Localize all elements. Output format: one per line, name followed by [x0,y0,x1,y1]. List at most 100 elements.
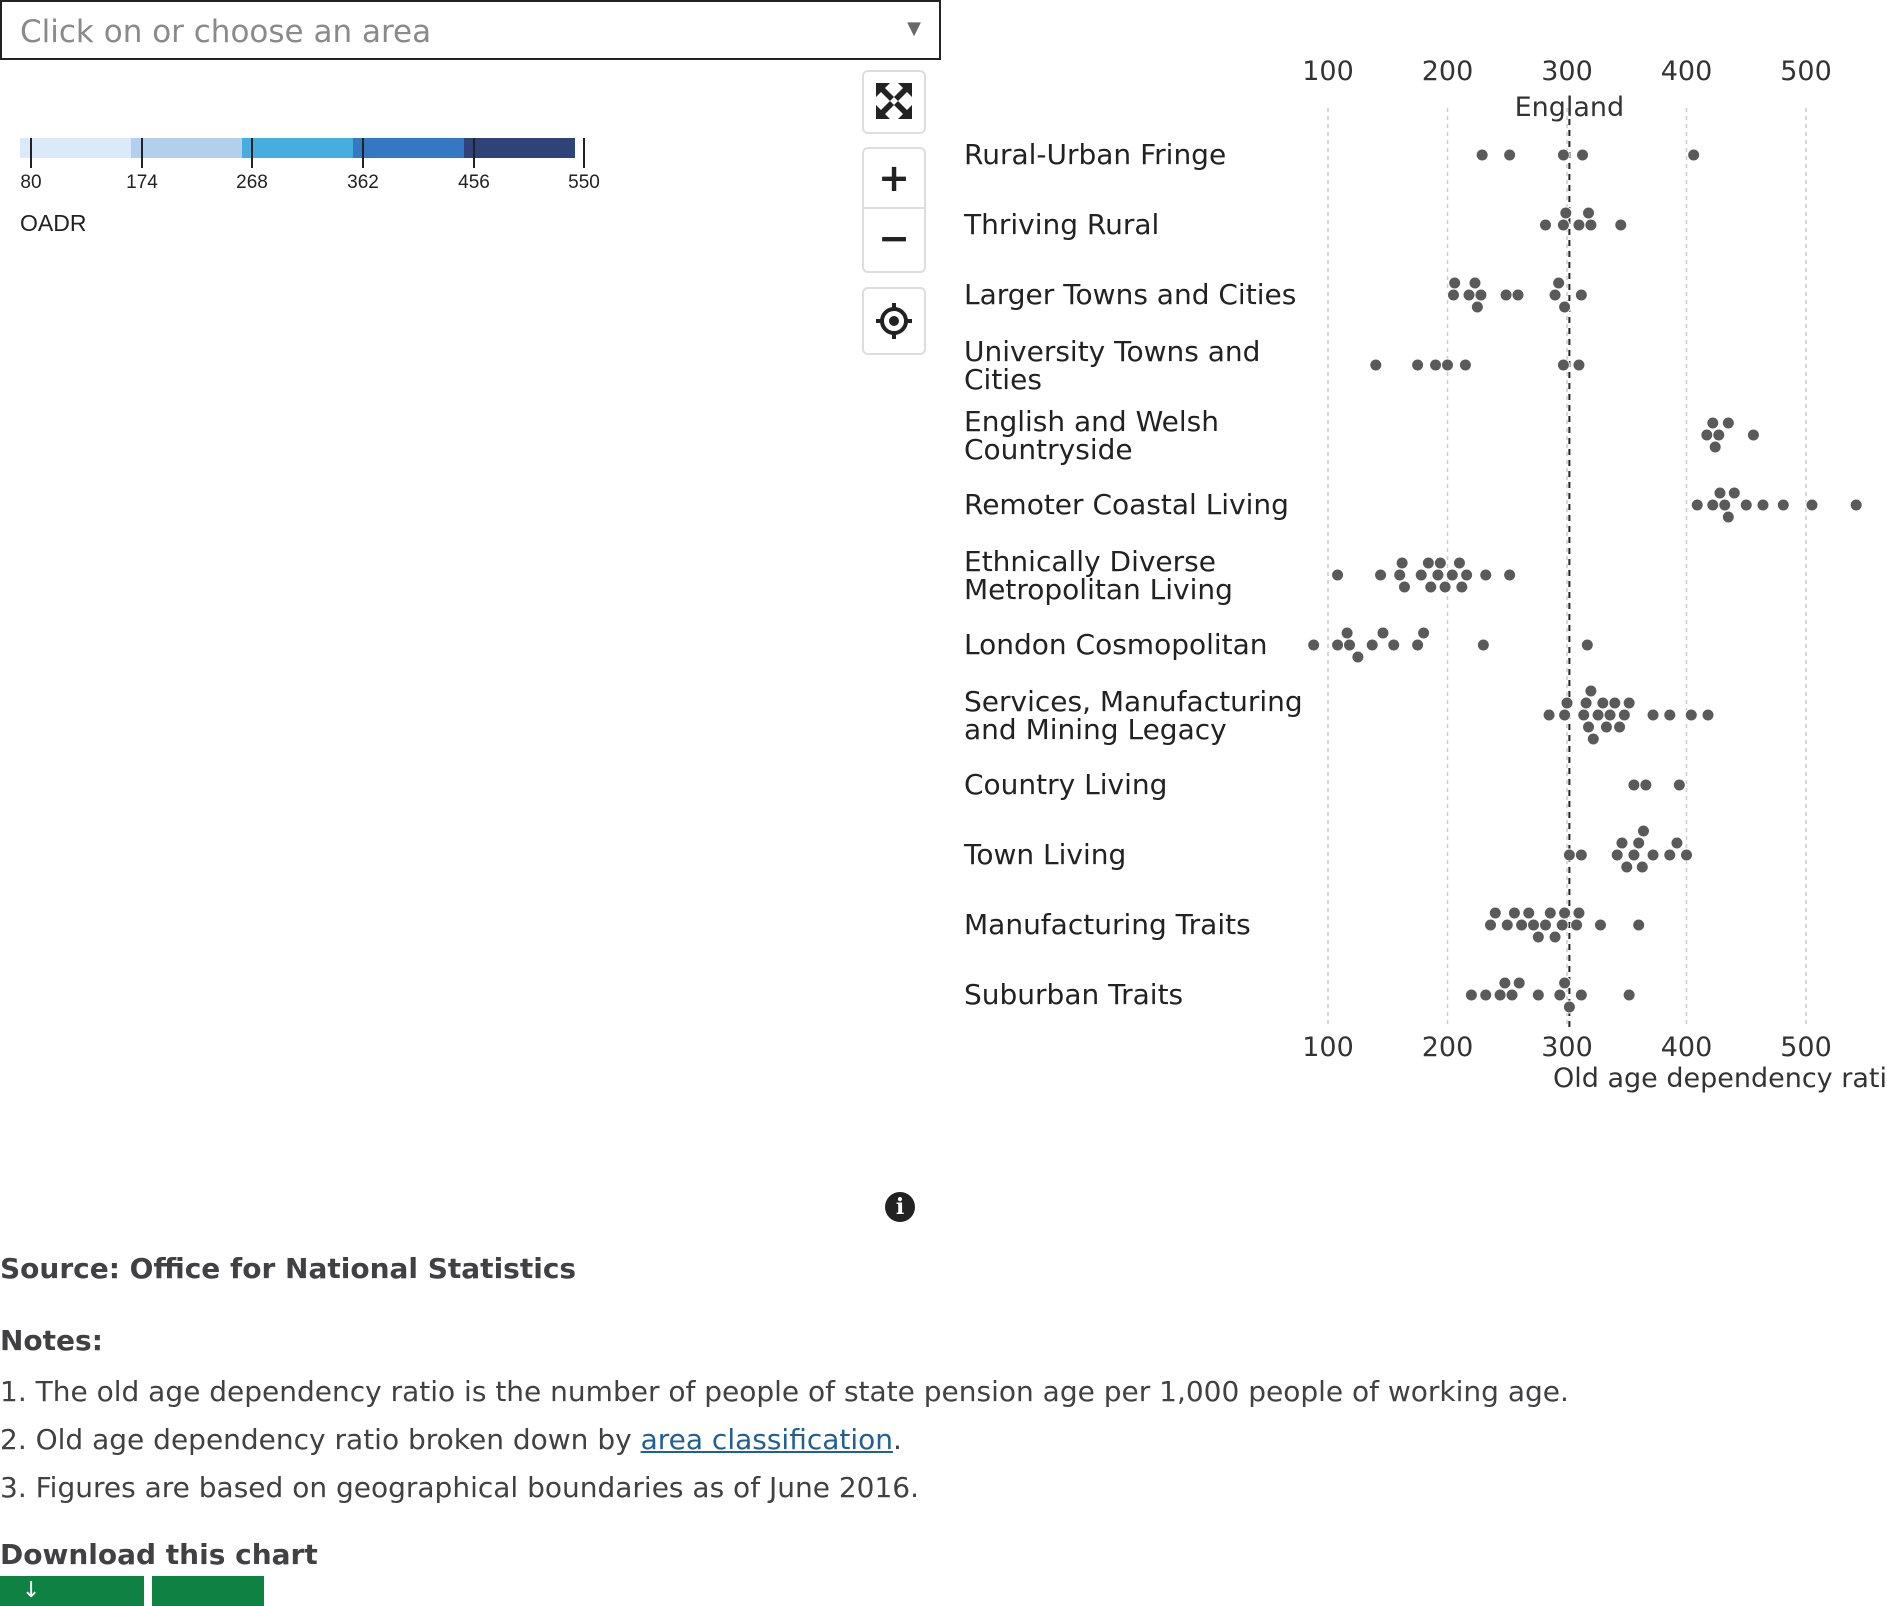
area-select[interactable]: Click on or choose an area ▼ [0,0,941,60]
zoom-out-button[interactable]: − [878,216,910,260]
data-point [1488,906,1502,920]
data-point [1503,568,1517,582]
data-point [1376,626,1390,640]
data-point [1556,358,1570,372]
data-point [1572,218,1586,232]
data-point [1615,836,1629,850]
data-point [1706,498,1720,512]
zoom-in-button[interactable]: + [878,156,910,200]
data-point [1484,918,1498,932]
x-axis-title: Old age dependency ratio [1553,1063,1887,1094]
fullscreen-button[interactable] [862,70,926,134]
data-point [1548,288,1562,302]
category-label: Manufacturing Traits [964,908,1251,941]
data-point [1555,918,1569,932]
data-point [1475,148,1489,162]
area-classification-link[interactable]: area classification [640,1423,894,1456]
x-tick-label-top: 500 [1780,56,1832,87]
data-point [1577,708,1591,722]
data-point [1591,708,1605,722]
category-label: Rural-Urban Fringe [964,138,1226,171]
data-point [1512,976,1526,990]
data-point [1558,976,1572,990]
notes-list: 1. The old age dependency ratio is the n… [0,1368,1569,1512]
data-point [1646,848,1660,862]
legend-tick [141,138,143,168]
data-point [1579,696,1593,710]
data-point [1684,708,1698,722]
data-point [1417,626,1431,640]
download-button-1[interactable]: ↓ [0,1576,144,1606]
legend-swatch-3 [242,138,353,158]
note-text: . [893,1423,902,1456]
data-point [1500,918,1514,932]
category-label: Cities [964,363,1042,396]
data-point [1570,918,1584,932]
data-point [1687,148,1701,162]
data-point [1708,440,1722,454]
data-point [1414,568,1428,582]
data-point [1572,358,1586,372]
data-point [1617,708,1631,722]
data-point [1448,276,1462,290]
chevron-down-icon[interactable]: ▼ [907,18,921,39]
source-text: Source: Office for National Statistics [0,1252,577,1285]
data-point [1632,918,1646,932]
data-point [1424,580,1438,594]
x-tick-label-top: 400 [1661,56,1713,87]
data-point [1431,568,1445,582]
note-item: 1. The old age dependency ratio is the n… [0,1375,1569,1408]
legend-break-label: 80 [20,172,42,193]
category-label: Ethnically Diverse [964,545,1216,578]
data-point [1505,988,1519,1002]
data-point [1429,358,1443,372]
category-label: Countryside [964,433,1133,466]
data-point [1458,358,1472,372]
data-point [1622,988,1636,1002]
legend-swatch-4 [353,138,464,158]
divider [864,207,924,209]
data-point [1411,638,1425,652]
data-point [1543,906,1557,920]
data-point [1559,206,1573,220]
data-point [1582,720,1596,734]
category-label: Town Living [963,838,1126,871]
category-label: Services, Manufacturing [964,685,1303,718]
legend-swatch-1 [20,138,131,158]
data-point [1608,696,1622,710]
data-point [1446,288,1460,302]
data-point [1574,848,1588,862]
legend-break-label: 268 [236,172,268,193]
data-point [1646,708,1660,722]
data-point [1397,580,1411,594]
info-icon[interactable]: i [885,1192,915,1222]
category-label: Remoter Coastal Living [964,488,1289,521]
data-point [1636,824,1650,838]
data-point [1746,428,1760,442]
england-reference-label: England [1515,92,1625,123]
data-point [1584,684,1598,698]
data-point [1522,906,1536,920]
category-label: and Mining Legacy [964,713,1227,746]
data-point [1558,906,1572,920]
category-label: Thriving Rural [963,208,1159,241]
data-point [1727,486,1741,500]
legend-break-label: 362 [347,172,379,193]
data-point [1438,580,1452,594]
data-point [1468,276,1482,290]
data-point [1527,918,1541,932]
data-point [1849,498,1863,512]
locate-button[interactable] [862,287,926,355]
data-point [1507,906,1521,920]
data-point [1538,918,1552,932]
data-point [1756,498,1770,512]
data-point [1593,918,1607,932]
data-point [1393,568,1407,582]
data-point [1474,288,1488,302]
download-icon: ↓ [22,1578,41,1603]
data-point [1562,1000,1576,1014]
data-point [1574,988,1588,1002]
note-text: 2. Old age dependency ratio broken down … [0,1423,641,1456]
download-button-2[interactable] [152,1576,264,1606]
data-point [1499,288,1513,302]
